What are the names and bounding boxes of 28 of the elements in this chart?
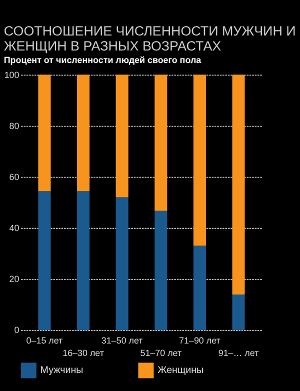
bar — [193, 74, 206, 246]
y-tick-label: 100 — [4, 70, 20, 80]
x-tick-label: 91–… лет — [218, 348, 259, 358]
bar — [232, 74, 245, 295]
y-tick-label: 0 — [14, 325, 20, 336]
y-tick-label: 60 — [9, 172, 20, 182]
bar — [154, 74, 168, 211]
y-tick-label: 80 — [9, 120, 20, 131]
x-tick-label: 51–70 лет — [140, 348, 182, 358]
legend-label: Мужчины — [40, 365, 84, 376]
bar — [77, 191, 90, 330]
chart-subtitle: Процент от численности людей своего пола — [4, 55, 202, 66]
bar — [116, 74, 128, 198]
chart-title: СООТНОШЕНИЕ ЧИСЛЕННОСТИ МУЖЧИН И ЖЕНЩИН В РАЗНЫХ ВОЗРАСТАХ — [4, 23, 296, 54]
legend-label: Женщины — [158, 365, 204, 376]
bar — [38, 74, 51, 192]
bar — [154, 210, 168, 330]
y-tick-label: 20 — [9, 274, 20, 284]
x-tick-label: 16–30 лет — [62, 348, 104, 358]
x-tick-label: 31–50 лет — [101, 335, 143, 346]
bar — [232, 294, 245, 330]
y-tick-label: 40 — [9, 223, 20, 234]
bar — [193, 246, 206, 330]
x-tick-label: 0–15 лет — [26, 335, 63, 346]
bar — [38, 191, 51, 330]
bar — [116, 197, 128, 330]
bar — [77, 74, 90, 192]
x-tick-label: 71–90 лет — [179, 335, 220, 346]
